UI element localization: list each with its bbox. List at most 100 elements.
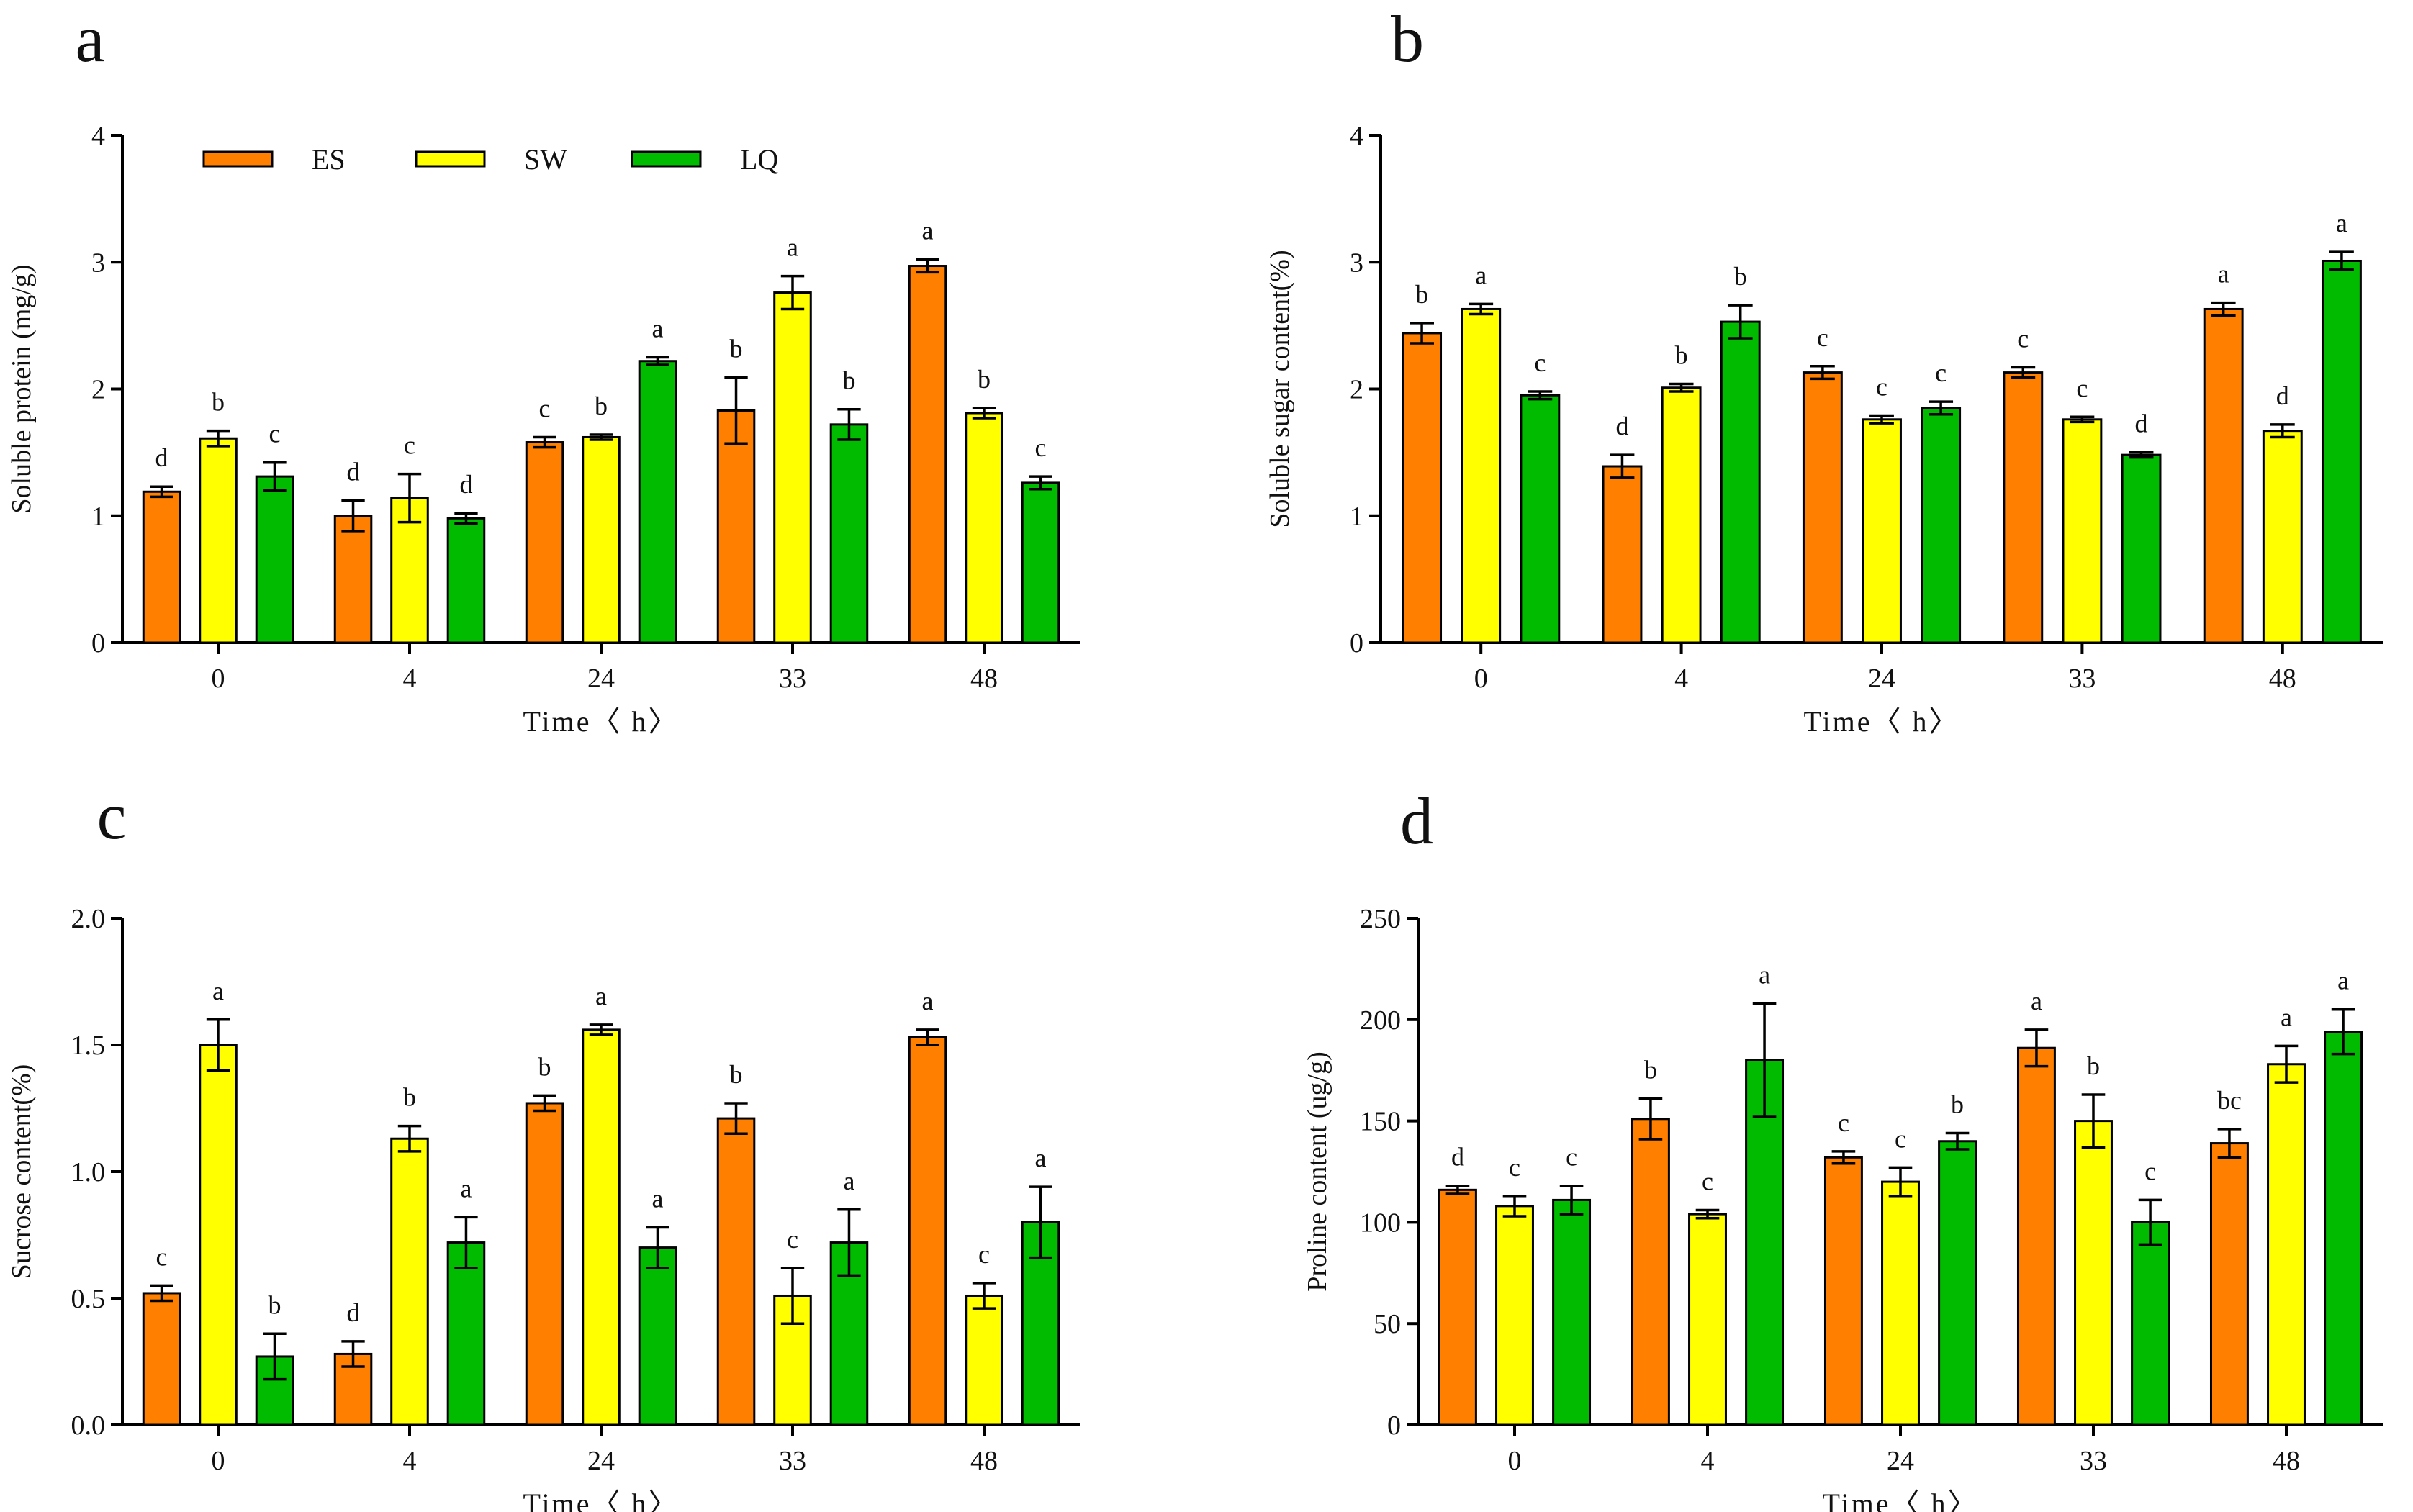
significance-letter: b	[1644, 1056, 1657, 1085]
x-tick-label: 0	[1508, 1446, 1522, 1476]
bar-es	[716, 409, 756, 644]
bar-lq	[1552, 1198, 1592, 1426]
legend-swatch-lq	[631, 150, 702, 168]
x-tick-label: 24	[587, 664, 615, 694]
bar-lq	[1921, 407, 1962, 644]
significance-letter: c	[269, 420, 280, 448]
significance-letter: a	[2337, 966, 2349, 995]
x-tick-label: 0	[212, 664, 225, 694]
bar-sw	[1461, 307, 1502, 644]
x-tick-label: 24	[587, 1446, 615, 1476]
y-tick-label: 1	[1350, 502, 1363, 532]
significance-letter: d	[2135, 409, 2148, 438]
bar-es	[1631, 1118, 1670, 1426]
bar-es	[333, 515, 373, 644]
significance-letter: bc	[2217, 1086, 2242, 1115]
bar-sw	[2062, 418, 2103, 644]
bar-lq	[829, 423, 869, 644]
bar-lq	[255, 475, 294, 644]
bar-sw	[390, 1137, 429, 1426]
x-tick-label: 4	[1701, 1446, 1715, 1476]
bar-es	[1402, 332, 1443, 644]
significance-letter: a	[2281, 1002, 2292, 1031]
significance-letter: c	[1509, 1153, 1520, 1182]
significance-letter: b	[1675, 340, 1688, 369]
y-tick-label: 1	[91, 502, 105, 532]
x-tick-label: 33	[779, 664, 806, 694]
significance-letter: a	[651, 314, 663, 343]
x-tick-label: 33	[2068, 664, 2096, 694]
y-tick-label: 2	[91, 375, 105, 405]
y-tick-label: 1.0	[71, 1157, 106, 1187]
significance-letter: b	[842, 366, 855, 395]
significance-letter: b	[1734, 262, 1747, 291]
bar-sw	[2074, 1120, 2113, 1426]
significance-letter: a	[460, 1174, 472, 1203]
bar-sw	[199, 1044, 238, 1426]
bar-lq	[2121, 453, 2162, 644]
bar-lq	[1938, 1140, 1977, 1426]
significance-letter: b	[212, 388, 225, 417]
y-tick-label: 1.5	[71, 1031, 106, 1061]
bar-es	[1823, 1156, 1863, 1426]
bar-es	[716, 1117, 756, 1426]
bar-es	[908, 265, 947, 644]
x-tick-label: 48	[970, 1446, 998, 1476]
bar-es	[908, 1036, 947, 1426]
significance-letter: a	[595, 982, 607, 1010]
bar-lq	[446, 517, 486, 644]
y-tick-label: 250	[1360, 904, 1401, 934]
significance-letter: b	[595, 391, 608, 420]
significance-letter: a	[922, 987, 934, 1015]
bar-sw	[199, 437, 238, 644]
significance-letter: a	[787, 233, 798, 262]
significance-letter: a	[2336, 209, 2347, 237]
y-tick-label: 200	[1360, 1005, 1401, 1036]
significance-letter: d	[347, 458, 360, 486]
y-tick-label: 2.0	[71, 904, 106, 934]
bar-sw	[582, 435, 621, 644]
bar-lq	[638, 360, 677, 644]
y-tick-label: 100	[1360, 1208, 1401, 1238]
bar-lq	[2321, 259, 2362, 644]
significance-letter: c	[1895, 1124, 1906, 1153]
x-axis-title: Time〈 h〉	[523, 705, 679, 738]
significance-letter: c	[1935, 358, 1947, 387]
y-axis-title: Soluble protein (mg/g)	[6, 264, 37, 513]
bar-es	[525, 441, 564, 644]
y-tick-label: 2	[1350, 375, 1363, 405]
y-tick-label: 4	[1350, 121, 1363, 151]
significance-letter: c	[1838, 1108, 1849, 1137]
significance-letter: b	[1951, 1090, 1964, 1118]
x-tick-label: 24	[1868, 664, 1895, 694]
x-tick-label: 33	[2080, 1446, 2107, 1476]
significance-letter: d	[1451, 1143, 1464, 1172]
bar-lq	[1720, 320, 1761, 644]
bar-es	[2016, 1046, 2056, 1426]
significance-letter: d	[1615, 412, 1628, 440]
significance-letter: b	[2087, 1051, 2100, 1080]
significance-letter: a	[1759, 960, 1770, 989]
bar-sw	[1881, 1180, 1920, 1426]
y-tick-label: 0.5	[71, 1284, 106, 1314]
significance-letter: d	[347, 1298, 360, 1327]
bar-sw	[2267, 1063, 2306, 1426]
bar-es	[525, 1102, 564, 1426]
x-tick-label: 48	[2269, 664, 2296, 694]
legend-swatch-sw	[415, 150, 486, 168]
significance-letter: b	[1415, 280, 1428, 309]
y-tick-label: 0.0	[71, 1411, 106, 1441]
bar-lq	[1520, 394, 1561, 644]
significance-letter: c	[1817, 323, 1828, 352]
panel-letter: b	[1391, 2, 1424, 76]
bar-sw	[965, 1294, 1003, 1426]
significance-letter: a	[2218, 260, 2229, 289]
bar-sw	[773, 291, 812, 644]
significance-letter: d	[155, 443, 168, 472]
y-tick-label: 3	[1350, 248, 1363, 278]
significance-letter: c	[1702, 1167, 1713, 1196]
bar-lq	[2324, 1031, 2363, 1426]
legend-swatch-es	[202, 150, 274, 168]
significance-letter: a	[2031, 987, 2042, 1015]
